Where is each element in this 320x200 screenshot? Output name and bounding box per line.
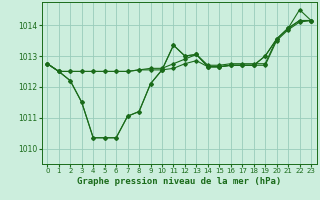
X-axis label: Graphe pression niveau de la mer (hPa): Graphe pression niveau de la mer (hPa) — [77, 177, 281, 186]
